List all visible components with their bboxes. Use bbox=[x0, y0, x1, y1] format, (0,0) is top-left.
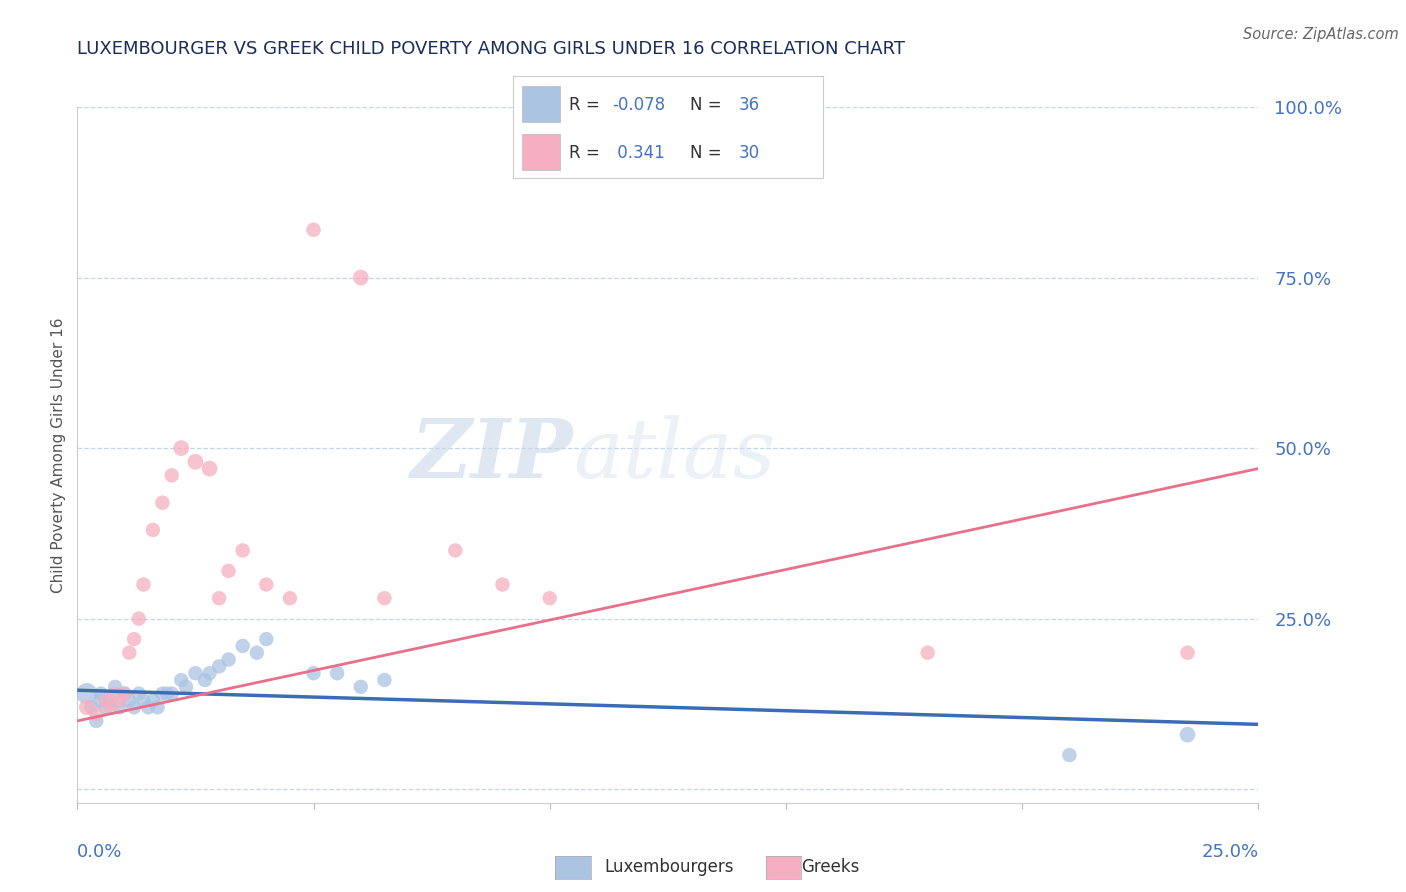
Text: Greeks: Greeks bbox=[801, 858, 860, 876]
Point bbox=[104, 680, 127, 694]
Point bbox=[76, 700, 98, 714]
Point bbox=[184, 666, 207, 681]
Point bbox=[76, 687, 98, 701]
Point bbox=[246, 646, 269, 660]
Point bbox=[198, 461, 221, 475]
Point bbox=[128, 687, 150, 701]
Point bbox=[94, 693, 117, 707]
Point bbox=[350, 680, 373, 694]
Point bbox=[350, 270, 373, 285]
Point bbox=[491, 577, 513, 591]
Text: N =: N = bbox=[689, 95, 727, 113]
Point bbox=[218, 564, 240, 578]
Point bbox=[302, 223, 325, 237]
Text: ZIP: ZIP bbox=[411, 415, 574, 495]
Point bbox=[90, 693, 112, 707]
Y-axis label: Child Poverty Among Girls Under 16: Child Poverty Among Girls Under 16 bbox=[51, 318, 66, 592]
Point bbox=[232, 543, 254, 558]
Point bbox=[80, 700, 103, 714]
FancyBboxPatch shape bbox=[523, 135, 560, 170]
Point bbox=[184, 455, 207, 469]
Point bbox=[1177, 728, 1199, 742]
Point bbox=[122, 700, 145, 714]
Point bbox=[538, 591, 561, 606]
Point bbox=[84, 714, 107, 728]
Point bbox=[100, 693, 122, 707]
Text: LUXEMBOURGER VS GREEK CHILD POVERTY AMONG GIRLS UNDER 16 CORRELATION CHART: LUXEMBOURGER VS GREEK CHILD POVERTY AMON… bbox=[77, 40, 905, 58]
Point bbox=[100, 700, 122, 714]
Point bbox=[444, 543, 467, 558]
Point bbox=[198, 666, 221, 681]
Text: Luxembourgers: Luxembourgers bbox=[605, 858, 734, 876]
Text: R =: R = bbox=[569, 95, 605, 113]
Text: -0.078: -0.078 bbox=[612, 95, 665, 113]
Point bbox=[136, 700, 159, 714]
Point bbox=[373, 591, 395, 606]
Point bbox=[118, 693, 141, 707]
FancyBboxPatch shape bbox=[523, 87, 560, 122]
Point bbox=[94, 700, 117, 714]
Text: 25.0%: 25.0% bbox=[1201, 843, 1258, 861]
Point bbox=[302, 666, 325, 681]
Point bbox=[104, 687, 127, 701]
Point bbox=[128, 612, 150, 626]
Point bbox=[208, 591, 231, 606]
Text: N =: N = bbox=[689, 144, 727, 161]
Point bbox=[156, 687, 179, 701]
Point bbox=[194, 673, 217, 687]
Point bbox=[84, 707, 107, 722]
Point bbox=[208, 659, 231, 673]
Point bbox=[373, 673, 395, 687]
Text: 30: 30 bbox=[740, 144, 761, 161]
Point bbox=[170, 441, 193, 455]
Point bbox=[1059, 747, 1081, 762]
Point bbox=[278, 591, 301, 606]
Point bbox=[114, 687, 136, 701]
Point bbox=[118, 646, 141, 660]
Point bbox=[132, 693, 155, 707]
Point bbox=[150, 687, 173, 701]
Text: Source: ZipAtlas.com: Source: ZipAtlas.com bbox=[1243, 27, 1399, 42]
Point bbox=[1177, 646, 1199, 660]
Text: R =: R = bbox=[569, 144, 605, 161]
Point bbox=[108, 693, 131, 707]
Point bbox=[142, 693, 165, 707]
Point bbox=[160, 687, 183, 701]
Point bbox=[232, 639, 254, 653]
Text: 0.0%: 0.0% bbox=[77, 843, 122, 861]
Point bbox=[218, 652, 240, 666]
Point bbox=[160, 468, 183, 483]
Text: atlas: atlas bbox=[574, 415, 776, 495]
Point bbox=[326, 666, 349, 681]
Point bbox=[132, 577, 155, 591]
Point bbox=[142, 523, 165, 537]
Point bbox=[174, 680, 197, 694]
Point bbox=[122, 632, 145, 646]
Point bbox=[254, 632, 277, 646]
Point bbox=[170, 673, 193, 687]
Point bbox=[114, 687, 136, 701]
Point bbox=[254, 577, 277, 591]
Point bbox=[150, 496, 173, 510]
Text: 0.341: 0.341 bbox=[612, 144, 665, 161]
Point bbox=[108, 700, 131, 714]
Point bbox=[917, 646, 939, 660]
Text: 36: 36 bbox=[740, 95, 761, 113]
Point bbox=[90, 687, 112, 701]
Point bbox=[146, 700, 169, 714]
